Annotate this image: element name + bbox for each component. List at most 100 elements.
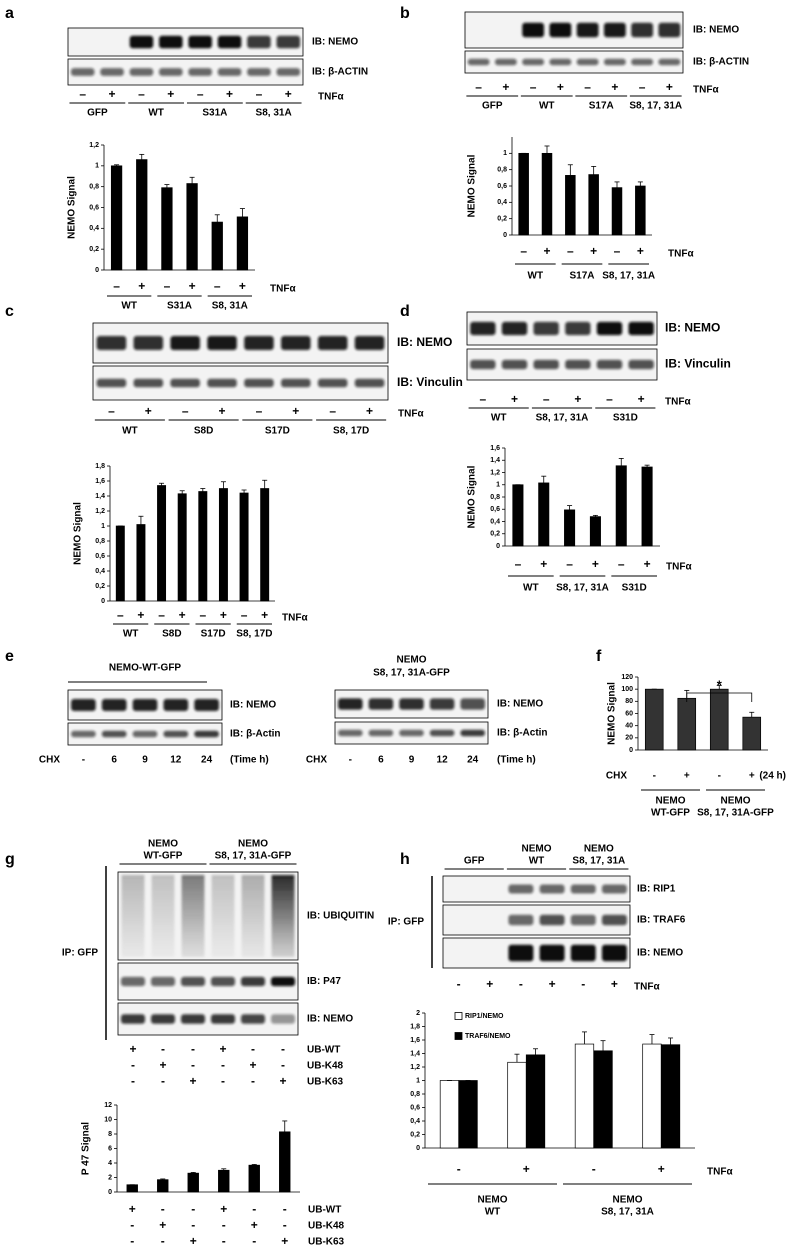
lane-sign: – (479, 392, 486, 406)
legend-swatch (454, 1012, 463, 1020)
lane-sign: + (219, 404, 226, 418)
bar (644, 688, 664, 751)
x-tick-label: – (113, 279, 120, 293)
bar (538, 482, 550, 547)
blot-frame (442, 904, 631, 936)
blot-band (129, 35, 154, 49)
lane-sign: + (502, 80, 509, 94)
y-tick-label: 1,2 (410, 1064, 420, 1071)
lane-sign: - (349, 755, 352, 766)
blot-band (596, 321, 623, 336)
blot-band (159, 68, 183, 76)
lane-sign: – (182, 404, 189, 418)
bar (239, 492, 249, 602)
significance-label: * (717, 677, 723, 692)
x-tick-label: + (190, 1234, 197, 1248)
panel-label: f (596, 648, 602, 665)
blot-band (317, 336, 348, 350)
y-tick-label: 1,6 (410, 1037, 420, 1044)
blot-band (501, 321, 528, 336)
x-tick-label: – (164, 279, 171, 293)
y-tick-label: 1,6 (490, 445, 500, 452)
treatment-label: TNFα (666, 562, 692, 573)
y-tick-label: 1 (503, 150, 507, 157)
blot-band (281, 336, 311, 350)
blot-band (565, 321, 591, 336)
x-tick-label: + (159, 1218, 166, 1232)
blot-frame (466, 348, 658, 381)
group-label: NEMO (613, 1195, 643, 1206)
lane-sign: + (666, 80, 673, 94)
y-axis-title: NEMO Signal (67, 176, 78, 239)
x-tick-label: - (592, 1162, 596, 1176)
panel-label: e (5, 648, 14, 665)
group-label: WT (539, 101, 555, 112)
treatment-label: TNFα (665, 397, 691, 408)
bar (115, 525, 125, 602)
bar (507, 1061, 527, 1149)
blot-band (132, 699, 158, 711)
bar (588, 174, 599, 236)
x-tick-label: - (222, 1218, 226, 1232)
blot-band (96, 336, 127, 350)
bar (742, 716, 762, 751)
group-label: NEMO (478, 1195, 508, 1206)
y-tick-label: 0,8 (89, 184, 99, 191)
x-tick-label: + (261, 608, 268, 622)
blot-band (194, 730, 219, 738)
blot-band (244, 336, 274, 350)
blot-band (522, 58, 545, 66)
blot-label: IB: β-Actin (230, 729, 281, 740)
blot-band (188, 68, 212, 76)
unit-label: (Time h) (230, 755, 269, 766)
x-tick-label: - (252, 1234, 256, 1248)
blot-label: IB: NEMO (665, 321, 720, 335)
y-tick-label: 1 (95, 163, 99, 170)
treatment-label: TNFα (668, 249, 694, 260)
group-label: S8D (194, 426, 213, 437)
row-label: UB-K63 (308, 1237, 345, 1248)
y-tick-label: 0 (101, 598, 105, 605)
x-tick-label: – (618, 557, 625, 571)
bar (248, 1164, 260, 1193)
blot-smear (121, 875, 145, 957)
blot-band (399, 729, 424, 737)
lane-sign: – (197, 87, 204, 101)
blot-band (467, 58, 490, 66)
y-tick-label: 0 (629, 747, 633, 754)
row-label: UB-K63 (307, 1077, 344, 1088)
row-label: UB-WT (307, 1045, 340, 1056)
group-label: GFP (482, 101, 503, 112)
x-tick-label: - (130, 1234, 134, 1248)
lane-sign: + (366, 404, 373, 418)
bar (512, 484, 524, 547)
y-tick-label: 8 (108, 1131, 112, 1138)
lane-sign: + (611, 977, 618, 991)
blot-band (539, 914, 565, 926)
y-tick-label: 2 (108, 1174, 112, 1181)
blot-band (603, 22, 626, 38)
x-tick-label: - (191, 1202, 195, 1216)
lane-sign: 9 (409, 755, 415, 766)
blot-band (133, 378, 164, 388)
blot-band (368, 729, 394, 737)
y-tick-label: 40 (625, 723, 633, 730)
blot-title: NEMO-WT-GFP (109, 663, 182, 674)
group-label: S31D (613, 413, 638, 424)
x-tick-label: + (281, 1234, 288, 1248)
y-tick-label: 0 (95, 267, 99, 274)
bar (126, 1184, 138, 1193)
blot-band (601, 944, 627, 962)
y-tick-label: 1,4 (490, 457, 500, 464)
lane-sign: + (189, 1074, 196, 1088)
blot-band (247, 35, 271, 49)
bar (574, 1043, 595, 1149)
group-label: WT-GFP (651, 808, 690, 819)
y-tick-label: 4 (108, 1160, 112, 1167)
y-tick-label: 120 (621, 674, 633, 681)
bar (709, 688, 729, 751)
x-tick-label: - (191, 1218, 195, 1232)
blot-band (276, 35, 301, 49)
lane-sign: + (285, 87, 292, 101)
